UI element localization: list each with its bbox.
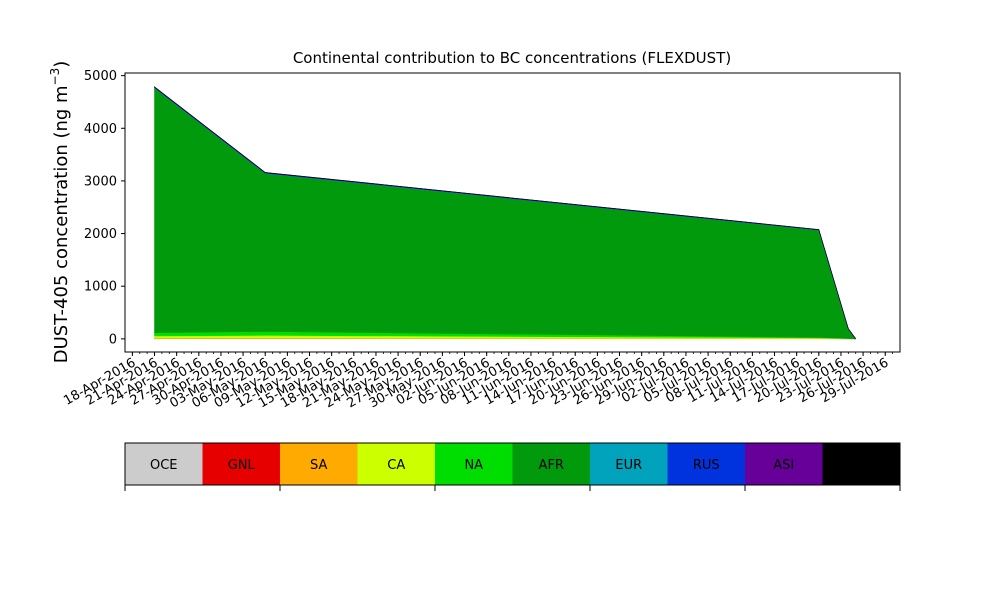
chart-title: Continental contribution to BC concentra… bbox=[293, 49, 731, 67]
colorbar-label: AUS bbox=[848, 458, 875, 473]
area-afr bbox=[154, 87, 857, 340]
colorbar-cell-oce bbox=[125, 443, 203, 485]
colorbar-cell-na bbox=[435, 443, 513, 485]
y-axis-label: DUST-405 concentration (ng m−3) bbox=[48, 61, 72, 364]
area-aus bbox=[154, 86, 856, 340]
colorbar-label: CA bbox=[387, 458, 405, 473]
colorbar-cell-sa bbox=[280, 443, 358, 485]
y-tick-label: 5000 bbox=[84, 69, 117, 84]
colorbar-cell-asi bbox=[745, 443, 823, 485]
y-tick-label: 0 bbox=[109, 332, 117, 347]
y-tick-label: 1000 bbox=[84, 280, 117, 295]
y-tick-label: 3000 bbox=[84, 174, 117, 189]
colorbar-label: GNL bbox=[228, 458, 256, 473]
colorbar-cell-rus bbox=[667, 443, 746, 485]
colorbar-cell-eur bbox=[590, 443, 668, 485]
y-axis-label-close: ) bbox=[51, 61, 72, 68]
y-tick-label: 4000 bbox=[84, 122, 117, 137]
stacked-areas bbox=[154, 86, 857, 340]
colorbar-cell-ca bbox=[357, 443, 436, 485]
colorbar-frame bbox=[124, 442, 901, 486]
colorbar-cell-aus bbox=[822, 443, 901, 485]
colorbar-label: EUR bbox=[615, 458, 642, 473]
y-tick-label: 2000 bbox=[84, 227, 117, 242]
plot-frame bbox=[124, 72, 901, 353]
y-axis-label-superscript: −3 bbox=[48, 68, 62, 86]
region-colorbar: OCE GNL SA CA NA AFR EUR RUS ASI AUS bbox=[124, 442, 901, 491]
colorbar-label: OCE bbox=[150, 458, 178, 473]
colorbar-label: RUS bbox=[693, 458, 720, 473]
y-axis-label-main: DUST-405 concentration (ng m bbox=[51, 85, 72, 363]
x-axis: 18-Apr-201621-Apr-201624-Apr-201627-Apr-… bbox=[61, 352, 894, 411]
colorbar-label: AFR bbox=[539, 458, 564, 473]
plot-area bbox=[154, 86, 857, 340]
colorbar-cell-gnl bbox=[202, 443, 281, 485]
colorbar-label: NA bbox=[464, 458, 483, 473]
colorbar-label: SA bbox=[310, 458, 327, 473]
y-axis: 0 1000 2000 3000 4000 5000 bbox=[84, 69, 125, 347]
colorbar-label: ASI bbox=[773, 458, 794, 473]
colorbar-cell-afr bbox=[512, 443, 591, 485]
